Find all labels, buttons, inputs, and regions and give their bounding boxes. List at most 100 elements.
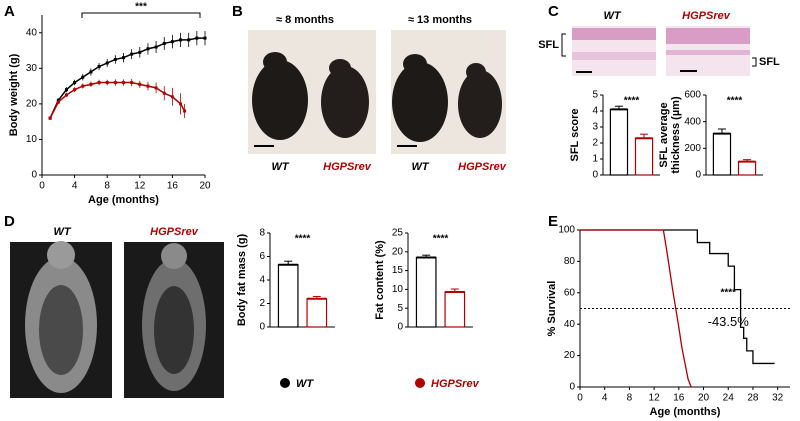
y-tick-label: 6 (259, 251, 265, 262)
group-label: HGPSrev (323, 161, 372, 173)
legend-marker (415, 378, 425, 388)
point (122, 81, 125, 85)
x-tick-label: 20 (698, 393, 710, 404)
x-tick-label: 0 (577, 393, 583, 404)
point (130, 81, 134, 85)
point (81, 75, 85, 79)
group-label: WT (53, 226, 71, 238)
x-tick-label: 28 (747, 393, 759, 404)
age-label: ≈ 8 months (276, 14, 334, 26)
point (105, 61, 109, 65)
y-tick-label: 3 (592, 122, 598, 133)
y-tick-label: 0 (695, 170, 701, 181)
x-tick-label: 20 (199, 181, 211, 192)
point (195, 36, 199, 40)
annotation: -43.5% (708, 314, 750, 329)
bar (277, 264, 299, 328)
point (203, 36, 207, 40)
point (56, 100, 60, 104)
mri-image (10, 241, 112, 398)
annotation: **** (624, 96, 640, 107)
x-axis-label: Age (months) (88, 194, 159, 206)
point (138, 82, 142, 86)
group-label: HGPSrev (458, 161, 507, 173)
y-tick-label: 200 (684, 143, 701, 154)
y-tick-label: 0 (31, 170, 37, 181)
panel-label: B (232, 3, 243, 20)
y-tick-label: 0 (569, 382, 575, 393)
bracket (81, 12, 201, 18)
bracket (752, 57, 757, 67)
point (154, 45, 158, 49)
point (48, 116, 52, 120)
point (183, 109, 187, 113)
point (64, 93, 68, 97)
point (154, 86, 158, 90)
legend-marker (280, 378, 290, 388)
y-tick-label: 15 (392, 265, 404, 276)
y-axis-label: % Survival (546, 281, 558, 337)
x-tick-label: 12 (134, 181, 146, 192)
y-axis-label: SFL average (658, 102, 670, 167)
x-tick-label: 16 (167, 181, 179, 192)
point (170, 95, 174, 99)
point (113, 57, 117, 61)
x-tick-label: 16 (673, 393, 685, 404)
mri-image (124, 242, 224, 398)
x-tick-label: 32 (772, 393, 784, 404)
x-tick-label: 8 (627, 393, 633, 404)
y-tick-label: 400 (684, 116, 701, 127)
y-tick-label: 2 (259, 298, 265, 309)
panel-label: D (4, 213, 15, 230)
y-tick-label: 100 (558, 225, 575, 236)
annotation: **** (295, 234, 311, 245)
y-axis-label: thickness (µm) (670, 96, 682, 174)
y-tick-label: 80 (564, 256, 576, 267)
point (97, 65, 101, 69)
group-label: WT (603, 10, 621, 22)
point (179, 38, 183, 42)
point (89, 82, 93, 86)
group-label: HGPSrev (150, 226, 199, 238)
point (162, 41, 166, 45)
y-tick-label: 30 (26, 63, 38, 74)
y-tick-label: 0 (397, 322, 403, 333)
group-label: WT (411, 161, 429, 173)
x-tick-label: 0 (39, 181, 45, 192)
y-axis-label: Body fat mass (g) (236, 234, 248, 327)
annotation: **** (727, 96, 743, 107)
point (113, 81, 117, 85)
y-tick-label: 0 (592, 170, 598, 181)
x-axis-label: Age (months) (650, 406, 721, 418)
annotation: *** (135, 2, 147, 13)
point (122, 56, 125, 60)
y-axis-label: SFL score (569, 109, 581, 162)
x-tick-label: 4 (602, 393, 608, 404)
point (81, 84, 85, 88)
y-tick-label: 0 (259, 322, 265, 333)
point (64, 88, 68, 92)
histology-image (572, 26, 656, 76)
annotation: **** (720, 287, 736, 298)
point (73, 88, 77, 92)
point (97, 81, 101, 85)
y-axis-label: Fat content (%) (374, 240, 386, 320)
point (146, 47, 150, 51)
y-tick-label: 10 (392, 284, 404, 295)
y-axis-label: Body weight (g) (8, 53, 20, 136)
y-tick-label: 4 (259, 275, 265, 286)
point (105, 81, 109, 85)
y-tick-label: 1 (592, 154, 598, 165)
y-tick-label: 60 (564, 287, 576, 298)
x-tick-label: 4 (72, 181, 78, 192)
point (130, 52, 134, 56)
y-tick-label: 20 (392, 246, 404, 257)
group-label: WT (271, 161, 289, 173)
sfl-label: SFL (759, 56, 780, 68)
point (170, 40, 174, 44)
bar (444, 291, 466, 328)
bar (634, 137, 654, 176)
bracket (561, 33, 566, 57)
panel-label: A (4, 3, 15, 20)
y-tick-label: 5 (592, 90, 598, 101)
